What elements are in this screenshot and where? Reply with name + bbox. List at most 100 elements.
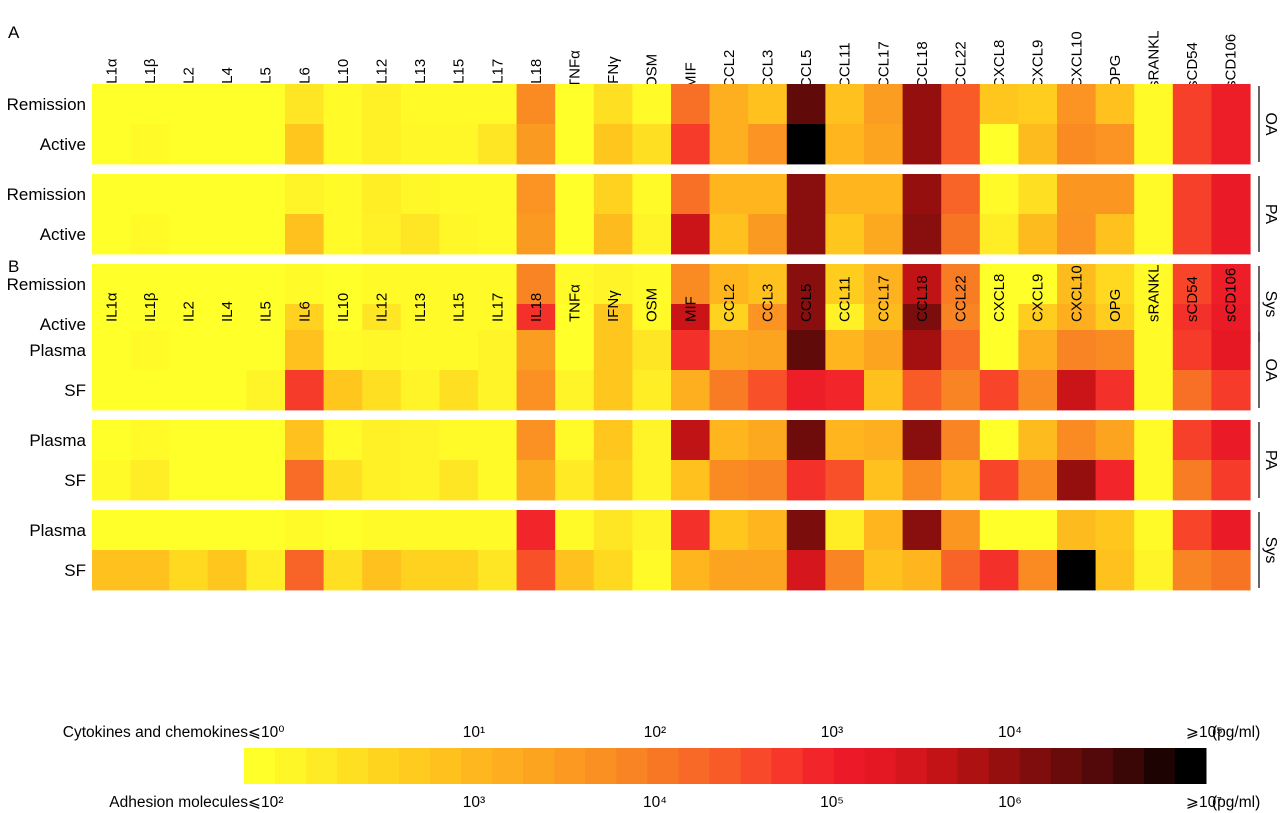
column-label: OSM [644,288,661,322]
heatmap-cell [516,174,556,215]
column-label: IL12 [374,293,391,322]
heatmap-cell [979,84,1019,125]
heatmap-cell [516,264,556,305]
heatmap-cell [400,370,440,411]
scale-tick-label: 10³ [821,724,843,741]
heatmap-cell [478,174,518,215]
colorbar-swatch [709,748,742,784]
column-label: sCD54 [1184,276,1201,322]
heatmap-cell [825,214,865,255]
colorbar-swatch [1050,748,1083,784]
column-label: IL1β [142,58,159,88]
heatmap-panel: A IL1α IL1β IL2 IL4 IL5 IL6 IL10 IL12 IL13 IL15 IL1… [7,23,1279,345]
column-label: IL4 [219,67,236,88]
heatmap-cell [323,510,363,551]
column-label: CXCL10 [1068,265,1085,322]
heatmap-cell [555,174,595,215]
heatmap-cell [246,214,286,255]
heatmap-cell [400,460,440,501]
heatmap-cell [748,174,788,215]
heatmap-cell [709,264,749,305]
heatmap-cell [169,370,209,411]
heatmap-cell [1057,84,1097,125]
column-label: IL4 [219,301,236,322]
heatmap-cell [400,124,440,165]
column-label: CCL18 [914,275,931,322]
heatmap-cell [825,550,865,591]
heatmap-cell [246,174,286,215]
heatmap-cell [285,510,325,551]
heatmap-cell [323,174,363,215]
colorbar-swatch [585,748,617,784]
heatmap-cell [748,264,788,305]
heatmap-cell [1211,420,1251,461]
column-label: CXCL8 [991,40,1008,88]
heatmap-cell [362,124,402,165]
heatmap-cell [323,84,363,125]
heatmap-cell [709,84,749,125]
heatmap-cell [439,550,479,591]
column-label: CCL5 [798,284,815,322]
heatmap-cell [786,124,826,165]
row-label: SF [64,381,86,400]
heatmap-cell [400,84,440,125]
heatmap-cell [709,510,749,551]
heatmap-cell [169,264,209,305]
heatmap-cell [169,550,209,591]
heatmap-cell [979,264,1019,305]
heatmap-cell [1134,264,1174,305]
heatmap-cell [979,510,1019,551]
heatmap-cell [92,370,132,411]
heatmap-cell [246,84,286,125]
heatmap-cell [1095,420,1135,461]
column-label: sCD54 [1184,42,1201,88]
heatmap-cell [1134,510,1174,551]
column-label: IL6 [296,67,313,88]
column-label: OPG [1107,289,1124,322]
heatmap-cell [709,174,749,215]
heatmap-cell [130,510,170,551]
heatmap-cell [979,174,1019,215]
heatmap-cell [478,460,518,501]
heatmap-cell [902,124,942,165]
heatmap-cell [555,84,595,125]
heatmap-cell [864,510,904,551]
column-label: IL17 [489,293,506,322]
column-label: OSM [644,54,661,88]
heatmap-cell [671,174,711,215]
colorbar-swatch [926,748,959,784]
heatmap-cell [786,550,826,591]
colorbar-swatch [647,748,679,784]
heatmap-cell [1095,550,1135,591]
heatmap-cell [748,84,788,125]
colorbar-swatch [399,748,431,784]
heatmap-cell [786,420,826,461]
colorbar-swatch [430,748,462,784]
column-label: CCL3 [760,284,777,322]
heatmap-cell [1018,264,1058,305]
panel-letter: A [8,23,20,42]
heatmap-cell [593,550,633,591]
heatmap-cell [285,214,325,255]
heatmap-cell [1172,124,1212,165]
heatmap-cell [671,84,711,125]
heatmap-cell [130,84,170,125]
column-label: IL1α [103,292,120,322]
heatmap-cell [632,510,672,551]
colorbar-swatch [678,748,710,784]
heatmap-cell [285,330,325,371]
heatmap-cell [1057,420,1097,461]
heatmap-cell [786,214,826,255]
heatmap-cell [671,510,711,551]
heatmap-cell [323,370,363,411]
heatmap-cell [1057,174,1097,215]
scale-tick-label: 10⁴ [998,724,1022,741]
heatmap-cell [169,420,209,461]
colorbar-swatch [771,748,804,784]
heatmap-cell [671,264,711,305]
heatmap-cell [92,214,132,255]
heatmap-cell [478,370,518,411]
heatmap-cell [709,330,749,371]
column-label: sRANKL [1146,30,1163,88]
heatmap-cell [979,124,1019,165]
